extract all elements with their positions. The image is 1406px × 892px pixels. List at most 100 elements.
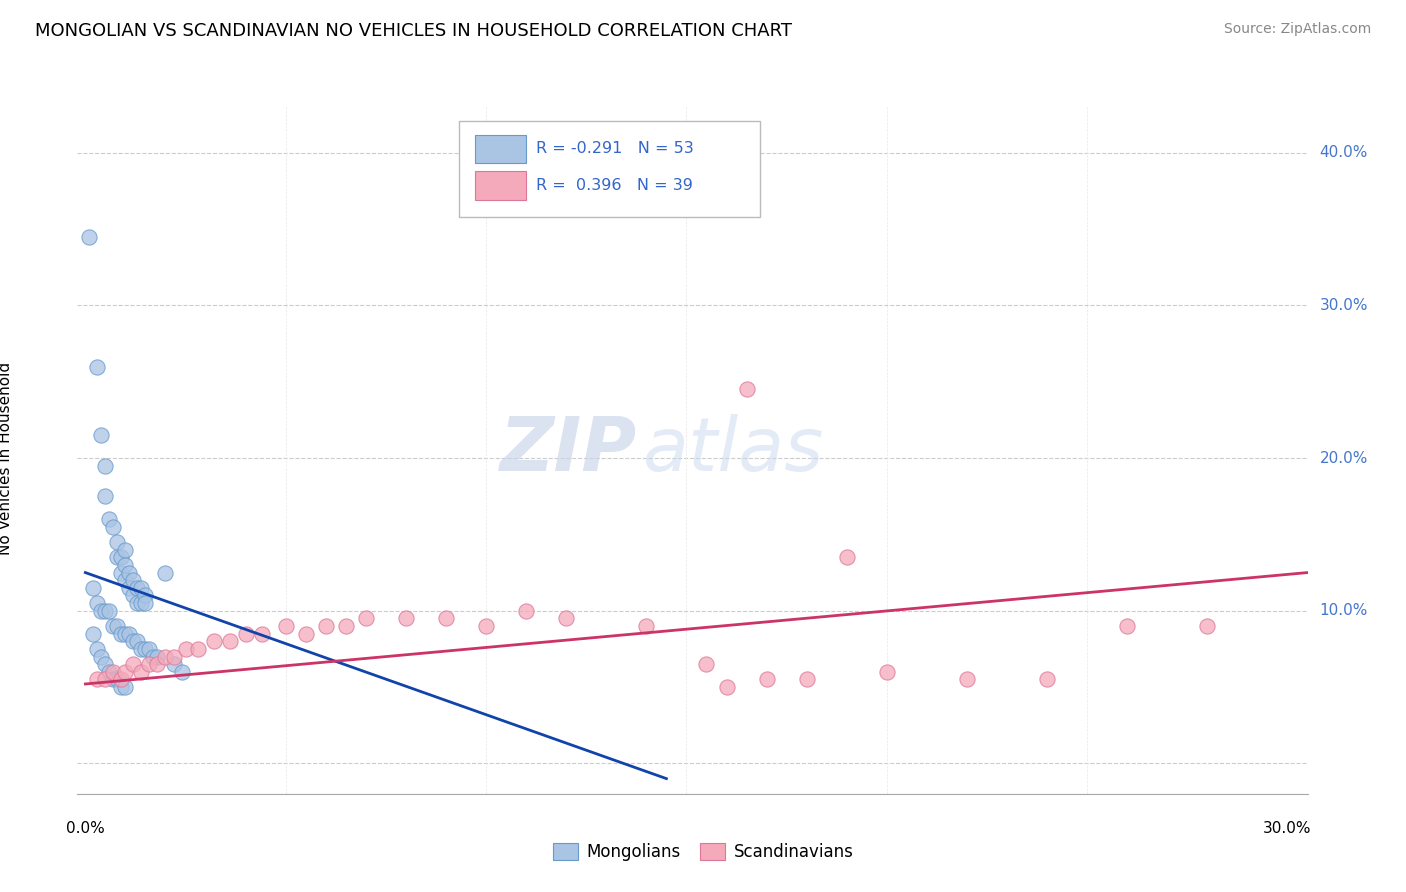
- Text: Source: ZipAtlas.com: Source: ZipAtlas.com: [1223, 22, 1371, 37]
- Text: R = -0.291   N = 53: R = -0.291 N = 53: [536, 142, 695, 156]
- Point: [134, 641, 156, 656]
- Point: [475, 619, 498, 633]
- Point: [1116, 619, 1139, 633]
- Point: [555, 611, 578, 625]
- Point: [110, 626, 132, 640]
- Point: [1197, 619, 1219, 633]
- Point: [103, 619, 125, 633]
- Point: [202, 634, 225, 648]
- Text: No Vehicles in Household: No Vehicles in Household: [0, 361, 13, 555]
- Point: [114, 573, 136, 587]
- Point: [114, 558, 136, 572]
- Point: [755, 673, 778, 687]
- Text: 20.0%: 20.0%: [1320, 450, 1368, 466]
- Point: [90, 604, 112, 618]
- Point: [796, 673, 818, 687]
- Point: [94, 673, 117, 687]
- Point: [138, 641, 160, 656]
- Point: [110, 680, 132, 694]
- Point: [127, 634, 149, 648]
- Text: atlas: atlas: [644, 415, 825, 486]
- Point: [187, 641, 209, 656]
- Point: [107, 535, 129, 549]
- Point: [131, 596, 153, 610]
- Point: [138, 657, 160, 672]
- Point: [335, 619, 357, 633]
- Point: [90, 428, 112, 442]
- Point: [90, 649, 112, 664]
- Point: [354, 611, 377, 625]
- Point: [107, 673, 129, 687]
- Point: [142, 649, 165, 664]
- Point: [107, 619, 129, 633]
- Point: [162, 649, 184, 664]
- Point: [956, 673, 979, 687]
- Point: [86, 673, 108, 687]
- Point: [131, 665, 153, 679]
- Point: [131, 641, 153, 656]
- Text: R =  0.396   N = 39: R = 0.396 N = 39: [536, 178, 693, 193]
- Point: [876, 665, 898, 679]
- Text: MONGOLIAN VS SCANDINAVIAN NO VEHICLES IN HOUSEHOLD CORRELATION CHART: MONGOLIAN VS SCANDINAVIAN NO VEHICLES IN…: [35, 22, 792, 40]
- FancyBboxPatch shape: [458, 120, 761, 217]
- Legend: Mongolians, Scandinavians: Mongolians, Scandinavians: [546, 836, 860, 868]
- Point: [134, 596, 156, 610]
- Text: 0.0%: 0.0%: [66, 822, 104, 837]
- Point: [127, 581, 149, 595]
- Point: [122, 573, 145, 587]
- Point: [131, 581, 153, 595]
- Text: 10.0%: 10.0%: [1320, 603, 1368, 618]
- Point: [170, 665, 193, 679]
- FancyBboxPatch shape: [475, 135, 526, 163]
- Point: [114, 665, 136, 679]
- Point: [94, 489, 117, 503]
- Point: [515, 604, 537, 618]
- Point: [98, 665, 121, 679]
- Point: [107, 550, 129, 565]
- Point: [79, 229, 101, 244]
- Point: [110, 550, 132, 565]
- Point: [118, 626, 141, 640]
- Point: [735, 383, 758, 397]
- Point: [146, 657, 169, 672]
- Point: [98, 604, 121, 618]
- Point: [94, 458, 117, 473]
- Point: [82, 581, 104, 595]
- Point: [86, 641, 108, 656]
- Text: 30.0%: 30.0%: [1320, 298, 1368, 313]
- Point: [114, 542, 136, 557]
- Point: [274, 619, 297, 633]
- Text: 30.0%: 30.0%: [1264, 822, 1312, 837]
- Point: [835, 550, 858, 565]
- Point: [716, 680, 738, 694]
- Point: [122, 657, 145, 672]
- Point: [122, 634, 145, 648]
- Point: [155, 566, 177, 580]
- Point: [174, 641, 197, 656]
- Point: [103, 665, 125, 679]
- Point: [122, 589, 145, 603]
- Point: [86, 596, 108, 610]
- Point: [315, 619, 337, 633]
- Point: [695, 657, 717, 672]
- Point: [86, 359, 108, 374]
- Point: [146, 649, 169, 664]
- Point: [134, 589, 156, 603]
- Point: [82, 626, 104, 640]
- Point: [127, 596, 149, 610]
- Point: [110, 673, 132, 687]
- Point: [103, 520, 125, 534]
- Point: [250, 626, 273, 640]
- Point: [155, 649, 177, 664]
- Point: [118, 581, 141, 595]
- Point: [235, 626, 257, 640]
- Text: ZIP: ZIP: [501, 414, 637, 487]
- Point: [636, 619, 658, 633]
- Text: 40.0%: 40.0%: [1320, 145, 1368, 161]
- Point: [395, 611, 418, 625]
- FancyBboxPatch shape: [475, 171, 526, 200]
- Point: [98, 512, 121, 526]
- Point: [103, 673, 125, 687]
- Point: [94, 604, 117, 618]
- Point: [434, 611, 457, 625]
